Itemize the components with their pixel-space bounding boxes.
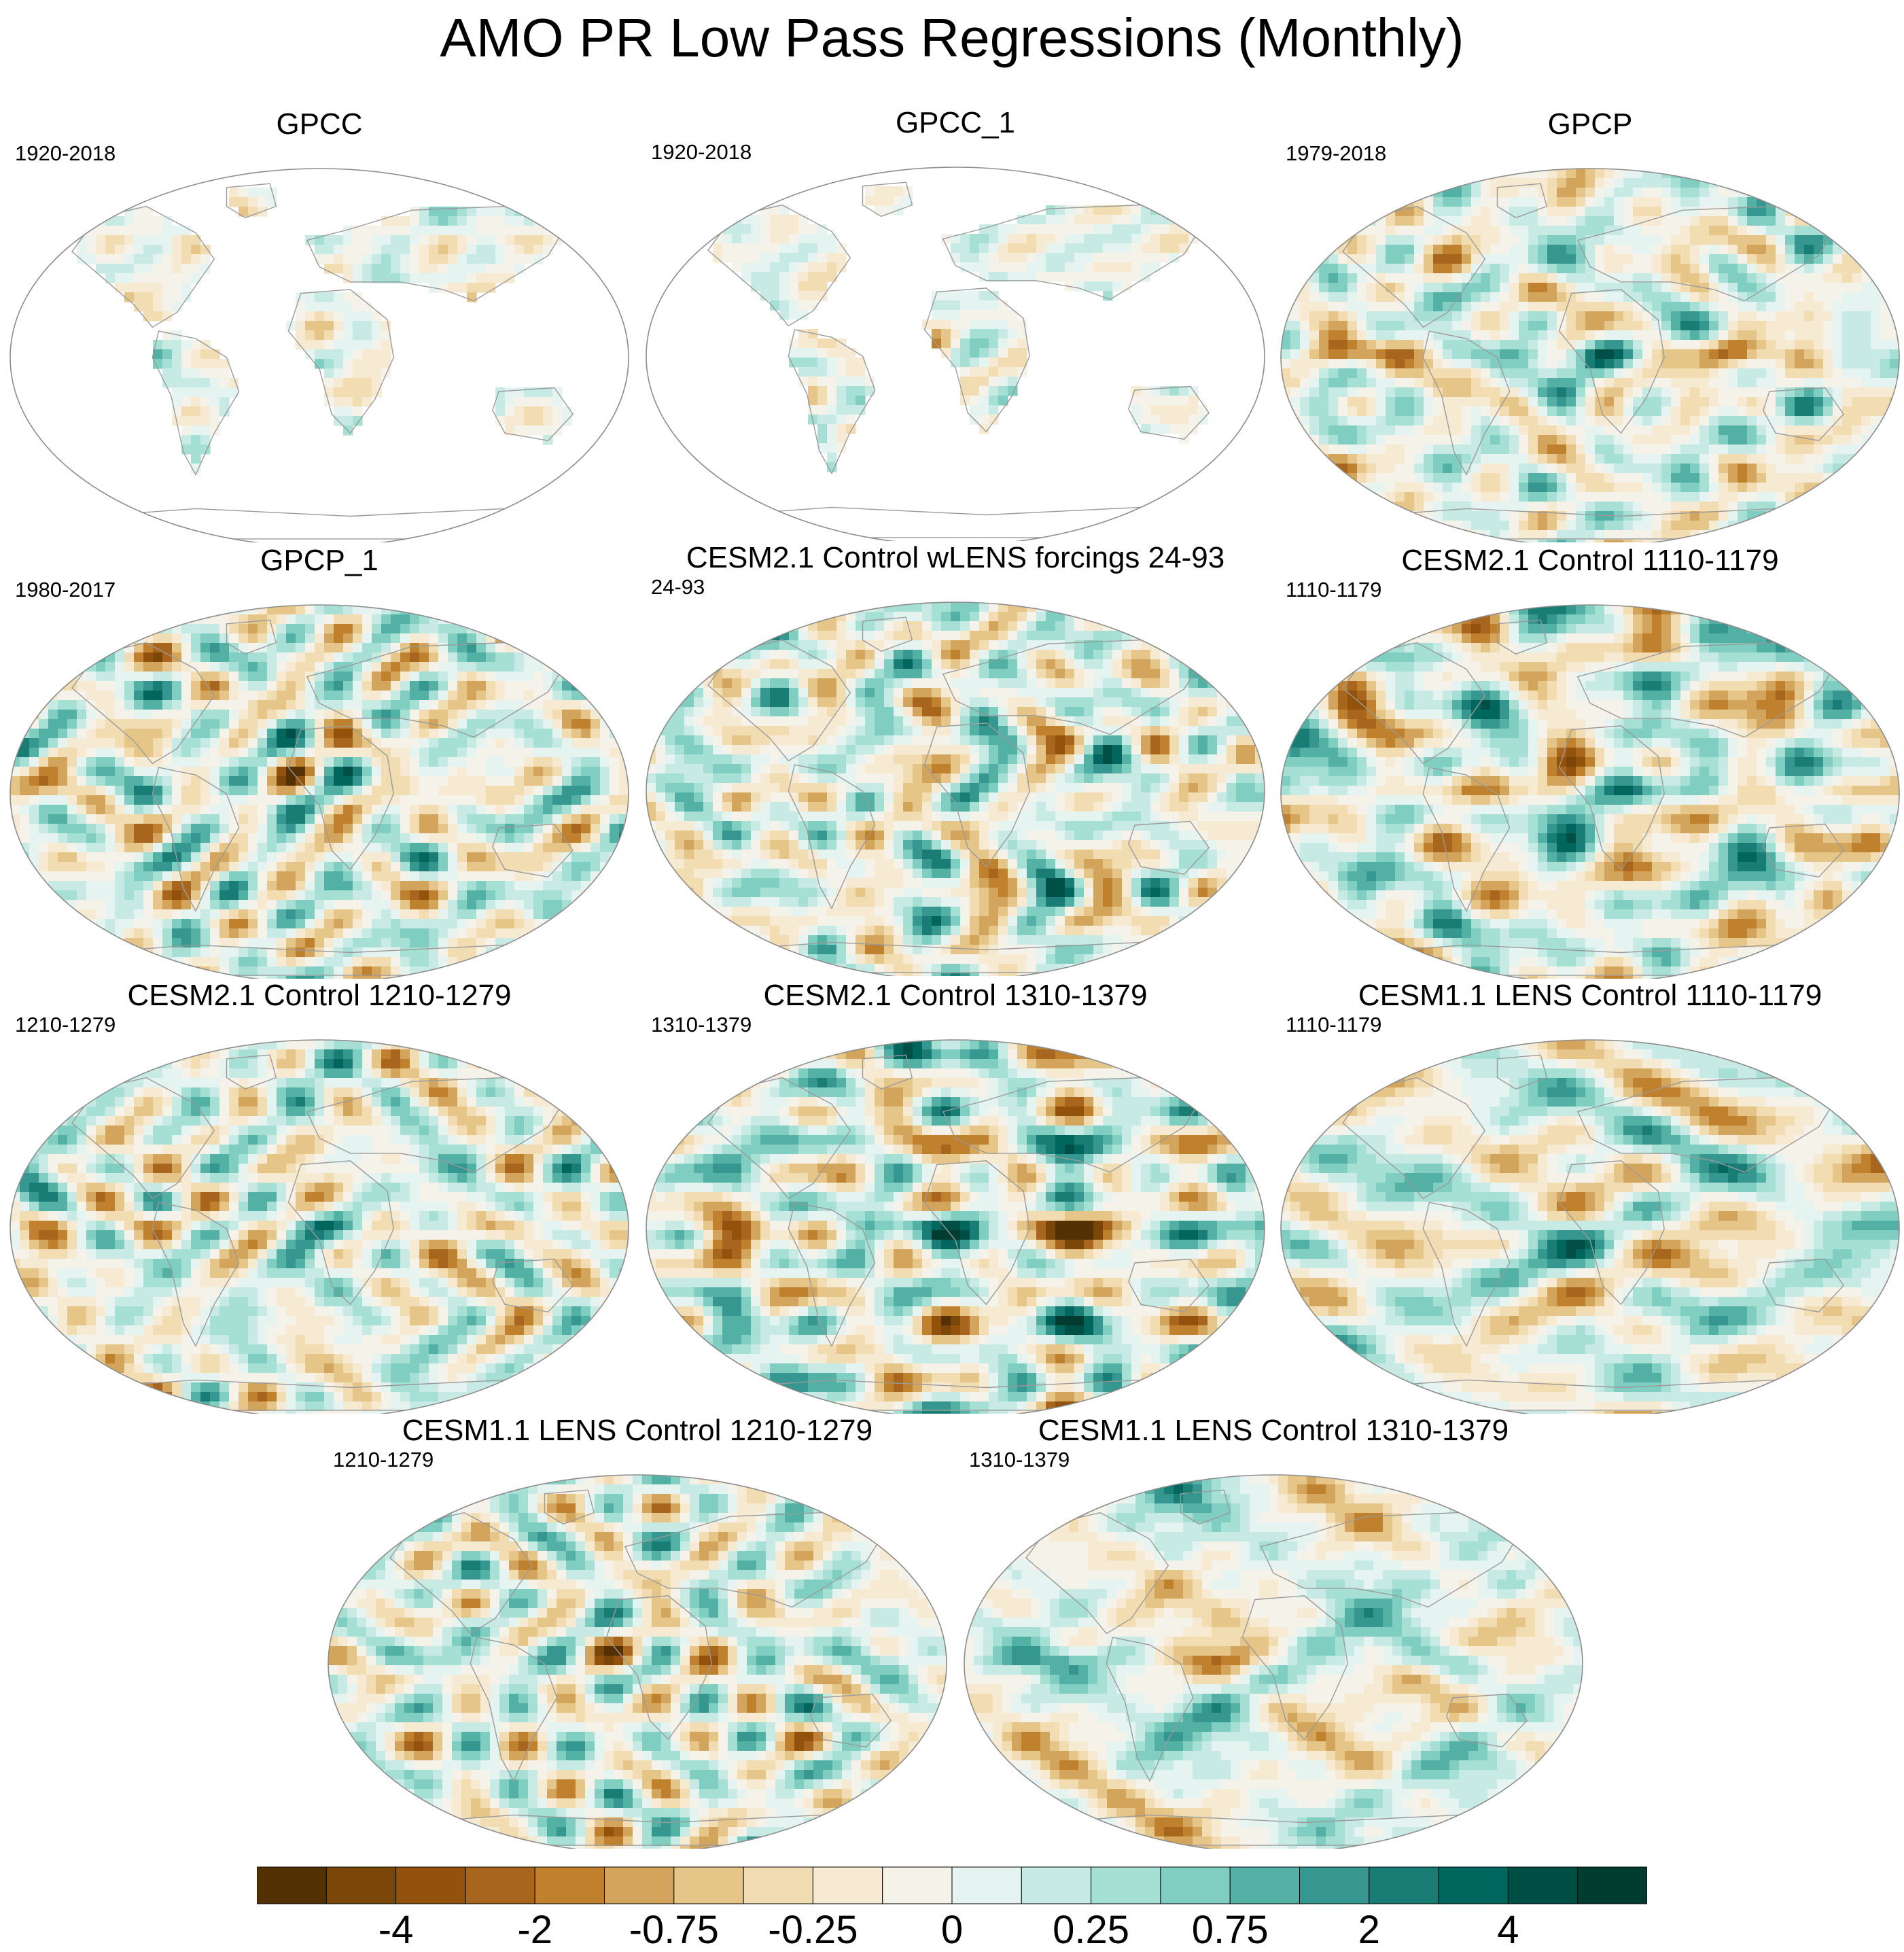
colorbar-swatch xyxy=(1230,1867,1299,1904)
colorbar-swatch xyxy=(257,1867,326,1904)
precipitation-field xyxy=(646,1040,1265,1414)
colorbar-swatch xyxy=(535,1867,604,1904)
panel-years: 1310-1379 xyxy=(969,1446,1070,1474)
world-map xyxy=(7,107,632,542)
colorbar-tick-label: 0.75 xyxy=(1192,1910,1269,1951)
world-map xyxy=(1277,544,1903,979)
colorbar-swatch xyxy=(1439,1867,1508,1904)
world-map xyxy=(1277,979,1903,1414)
panel-years: 1310-1379 xyxy=(651,1011,752,1039)
panel-title: CESM1.1 LENS Control 1110-1179 xyxy=(1277,979,1903,1013)
panel-years: 1980-2017 xyxy=(15,576,116,604)
panel-title: GPCP xyxy=(1277,107,1903,141)
precipitation-field xyxy=(964,1475,1583,1849)
precipitation-field xyxy=(10,605,629,979)
panel-years: 24-93 xyxy=(651,574,705,601)
precipitation-field xyxy=(77,188,572,474)
colorbar-swatch xyxy=(1021,1867,1091,1904)
panel-years: 1210-1279 xyxy=(15,1011,116,1039)
panel-title: CESM2.1 Control 1110-1179 xyxy=(1277,544,1903,578)
panel-years: 1110-1179 xyxy=(1286,1011,1381,1039)
panel-title: CESM1.1 LENS Control 1210-1279 xyxy=(325,1414,950,1448)
world-map xyxy=(1277,107,1903,542)
precipitation-field xyxy=(328,1475,947,1849)
colorbar-swatch xyxy=(326,1867,395,1904)
colorbar-swatch xyxy=(1369,1867,1439,1904)
world-map xyxy=(643,106,1268,541)
colorbar-swatch xyxy=(952,1867,1021,1904)
panel-title: GPCC xyxy=(7,107,632,141)
colorbar xyxy=(257,1866,1647,1904)
panel-title: CESM2.1 Control 1210-1279 xyxy=(7,979,632,1013)
colorbar-tick-label: -0.25 xyxy=(768,1910,858,1951)
colorbar-tick-label: -2 xyxy=(517,1910,552,1951)
colorbar-swatch xyxy=(1508,1867,1577,1904)
colorbar-swatch xyxy=(813,1867,882,1904)
colorbar-tick-label: 0 xyxy=(941,1910,963,1951)
panel-years: 1920-2018 xyxy=(651,139,752,166)
world-map xyxy=(7,979,632,1414)
precipitation-field xyxy=(1281,1040,1900,1414)
colorbar-swatch xyxy=(1300,1867,1369,1904)
precipitation-field xyxy=(713,186,1208,472)
colorbar-swatch xyxy=(883,1867,952,1904)
colorbar-tick-label: -0.75 xyxy=(629,1910,719,1951)
panel-years: 1210-1279 xyxy=(333,1446,434,1474)
panel-title: GPCC_1 xyxy=(643,106,1268,140)
panel-years: 1920-2018 xyxy=(15,140,116,167)
precipitation-field xyxy=(1281,169,1900,542)
panel-title: GPCP_1 xyxy=(7,544,632,578)
colorbar-swatch xyxy=(465,1867,535,1904)
colorbar-swatch xyxy=(743,1867,813,1904)
colorbar-swatch xyxy=(1091,1867,1161,1904)
world-map xyxy=(325,1414,950,1849)
panel-title: CESM2.1 Control 1310-1379 xyxy=(643,979,1268,1013)
world-map xyxy=(643,541,1268,976)
colorbar-tick-label: -4 xyxy=(378,1910,414,1951)
precipitation-field xyxy=(10,1040,629,1414)
colorbar-tick-label: 4 xyxy=(1497,1910,1519,1951)
panel-title: CESM2.1 Control wLENS forcings 24-93 xyxy=(643,541,1268,575)
figure-title: AMO PR Low Pass Regressions (Monthly) xyxy=(0,4,1904,72)
precipitation-field xyxy=(646,602,1265,976)
world-map xyxy=(961,1414,1586,1849)
panel-years: 1110-1179 xyxy=(1286,576,1381,604)
world-map xyxy=(7,544,632,979)
colorbar-swatch xyxy=(396,1867,465,1904)
panel-title: CESM1.1 LENS Control 1310-1379 xyxy=(961,1414,1586,1448)
colorbar-swatch xyxy=(1578,1867,1647,1904)
colorbar-swatch xyxy=(1161,1867,1230,1904)
colorbar-tick-label: 2 xyxy=(1358,1910,1380,1951)
panel-years: 1979-2018 xyxy=(1286,140,1386,167)
precipitation-field xyxy=(1281,605,1900,979)
colorbar-swatch xyxy=(605,1867,674,1904)
world-map xyxy=(643,979,1268,1414)
colorbar-swatch xyxy=(674,1867,743,1904)
colorbar-tick-label: 0.25 xyxy=(1053,1910,1129,1951)
